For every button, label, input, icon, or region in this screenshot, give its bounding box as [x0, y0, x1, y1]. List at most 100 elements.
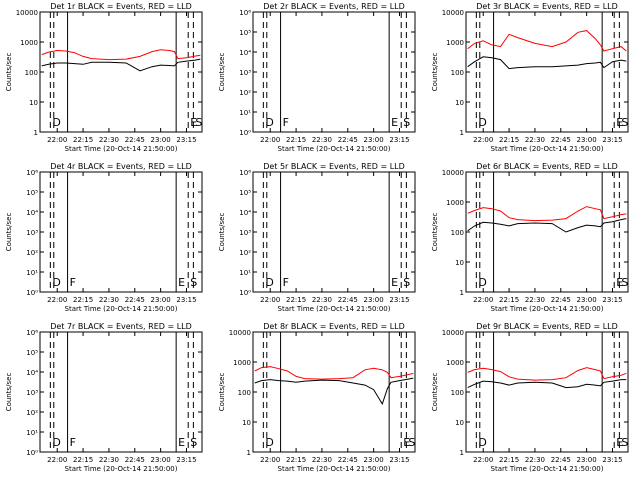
y-axis-label: Counts/sec	[218, 213, 226, 252]
y-tick-label: 100	[451, 389, 464, 397]
plot-frame	[39, 11, 203, 133]
x-tick-label: 22:30	[312, 296, 332, 304]
y-axis-label: Counts/sec	[5, 373, 13, 412]
panel-det-8: Det 8r BLACK = Events, RED = LLD 10000 100…	[218, 322, 416, 473]
panel-det-7: Det 7r BLACK = Events, RED = LLD 10⁶ 10⁵ 10…	[5, 322, 203, 473]
plot-frame	[39, 171, 203, 293]
panel-det-4: Det 4r BLACK = Events, RED = LLD 10⁶ 10⁵ 10…	[5, 162, 203, 313]
x-tick-label: 22:15	[499, 456, 519, 464]
x-tick-label: 22:30	[99, 296, 119, 304]
y-tick-label: 10⁶	[239, 9, 251, 17]
x-tick-label: 22:30	[99, 456, 119, 464]
y-axis-label: Counts/sec	[218, 53, 226, 92]
plot-frame	[252, 11, 416, 133]
y-tick-label: 10²	[26, 249, 38, 257]
marker-label: D	[52, 116, 60, 129]
marker-label: D	[52, 436, 60, 449]
marker-label: D	[265, 276, 273, 289]
series-lld-line	[41, 49, 201, 61]
x-axis-label: Start Time (20-Oct-14 21:50:00)	[278, 305, 391, 313]
y-tick-label: 10⁵	[26, 349, 38, 357]
y-tick-label: 10⁶	[26, 169, 38, 177]
plot-frame	[465, 331, 629, 453]
y-tick-label: 10⁰	[239, 289, 251, 297]
series-events-line	[254, 377, 414, 406]
y-axis-label: Counts/sec	[218, 373, 226, 412]
y-tick-label: 1	[34, 129, 38, 137]
x-tick-label: 22:00	[47, 456, 67, 464]
y-tick-label: 10²	[26, 409, 38, 417]
x-tick-label: 22:30	[525, 456, 545, 464]
x-tick-label: 22:00	[260, 456, 280, 464]
panel-det-2: Det 2r BLACK = Events, RED = LLD 10⁶ 10⁵ 10…	[218, 2, 416, 153]
panel-det-1: Det 1r BLACK = Events, RED = LLD 10000 100…	[5, 2, 203, 153]
y-tick-label: 10⁴	[26, 369, 38, 377]
marker-label: S	[195, 116, 202, 129]
x-axis-label: Start Time (20-Oct-14 21:50:00)	[278, 145, 391, 153]
series-lld-line	[467, 206, 627, 222]
panel-title: Det 1r BLACK = Events, RED = LLD	[50, 2, 192, 11]
x-tick-label: 23:00	[577, 296, 597, 304]
x-tick-label: 22:45	[338, 136, 358, 144]
plot-frame	[39, 331, 203, 453]
x-tick-label: 22:15	[73, 456, 93, 464]
y-tick-label: 100	[451, 229, 464, 237]
x-tick-label: 23:00	[364, 136, 384, 144]
marker-label: D	[265, 116, 273, 129]
y-tick-label: 10¹	[239, 269, 251, 277]
x-tick-label: 22:15	[286, 136, 306, 144]
x-tick-label: 22:00	[473, 136, 493, 144]
x-tick-label: 22:00	[473, 456, 493, 464]
panel-det-5: Det 5r BLACK = Events, RED = LLD 10⁶ 10⁵ 10…	[218, 162, 416, 313]
marker-label: E	[178, 436, 185, 449]
marker-label: S	[621, 276, 628, 289]
y-tick-label: 10000	[229, 329, 251, 337]
series-events-line	[467, 379, 627, 389]
y-tick-label: 10⁴	[26, 209, 38, 217]
marker-label: D	[478, 436, 486, 449]
y-tick-label: 10000	[442, 329, 464, 337]
y-tick-label: 10³	[239, 69, 251, 77]
marker-label: D	[265, 436, 273, 449]
x-tick-label: 22:30	[312, 136, 332, 144]
y-tick-label: 10⁰	[26, 449, 38, 457]
x-tick-label: 22:30	[312, 456, 332, 464]
x-tick-label: 22:45	[338, 296, 358, 304]
series-events-line	[467, 218, 627, 233]
y-tick-label: 10⁵	[26, 189, 38, 197]
marker-label: S	[621, 436, 628, 449]
marker-label: F	[70, 436, 76, 449]
y-tick-label: 10⁵	[239, 189, 251, 197]
x-axis-label: Start Time (20-Oct-14 21:50:00)	[491, 305, 604, 313]
x-tick-label: 23:00	[577, 136, 597, 144]
marker-label: E	[391, 276, 398, 289]
x-tick-label: 22:45	[551, 456, 571, 464]
x-tick-label: 22:00	[47, 296, 67, 304]
x-tick-label: 22:45	[551, 136, 571, 144]
x-tick-label: 22:30	[525, 136, 545, 144]
x-tick-label: 22:15	[73, 296, 93, 304]
x-tick-label: 22:00	[260, 136, 280, 144]
marker-label: S	[408, 436, 415, 449]
x-tick-label: 22:15	[73, 136, 93, 144]
x-axis-label: Start Time (20-Oct-14 21:50:00)	[278, 465, 391, 473]
x-tick-label: 22:45	[125, 296, 145, 304]
y-tick-label: 10	[455, 419, 464, 427]
x-tick-label: 22:15	[499, 136, 519, 144]
series-events-line	[467, 56, 627, 70]
y-axis-label: Counts/sec	[431, 373, 439, 412]
panel-title: Det 4r BLACK = Events, RED = LLD	[50, 162, 192, 171]
y-tick-label: 1000	[446, 199, 464, 207]
y-tick-label: 10000	[16, 9, 38, 17]
x-tick-label: 22:00	[260, 296, 280, 304]
series-lld-line	[467, 367, 627, 381]
y-tick-label: 10¹	[26, 269, 38, 277]
x-tick-label: 23:15	[389, 456, 409, 464]
plot-frame	[252, 331, 416, 453]
y-tick-label: 10000	[442, 9, 464, 17]
x-tick-label: 23:15	[602, 136, 622, 144]
y-tick-label: 10	[242, 419, 251, 427]
marker-label: E	[178, 276, 185, 289]
x-tick-label: 22:45	[125, 136, 145, 144]
